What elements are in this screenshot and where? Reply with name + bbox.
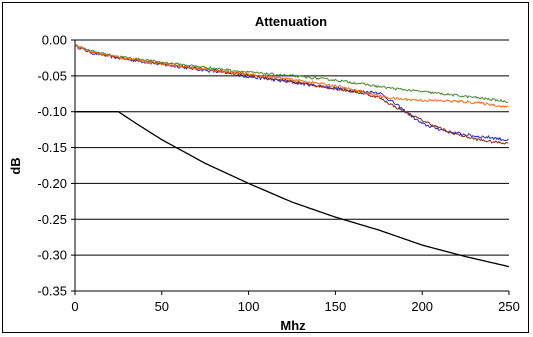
y-tick-label: -0.25: [37, 212, 67, 227]
y-tick-label: 0.00: [42, 33, 67, 48]
x-tick-label: 200: [411, 299, 433, 314]
x-axis-title: Mhz: [280, 318, 306, 333]
gridlines: [75, 39, 509, 292]
x-tick-label: 0: [71, 299, 78, 314]
tick-labels: 0.00 -0.05 -0.10 -0.15 -0.20 -0.25 -0.30 -0.35 0…: [37, 33, 519, 315]
y-tick-label: -0.10: [37, 104, 67, 119]
x-tick-label: 250: [498, 299, 520, 314]
y-tick-label: -0.30: [37, 248, 67, 263]
axes: [71, 39, 510, 295]
series-lines: [74, 44, 510, 268]
series-line-1: [75, 111, 510, 268]
y-tick-label: -0.05: [37, 68, 67, 83]
y-tick-label: -0.35: [37, 284, 67, 299]
x-tick-label: 50: [155, 299, 169, 314]
x-tick-label: 100: [238, 299, 260, 314]
chart-title: Attenuation: [255, 14, 327, 29]
series-line-5: [74, 45, 509, 108]
y-tick-label: -0.15: [37, 140, 67, 155]
series-line-4: [74, 44, 509, 103]
series-line-3: [74, 44, 509, 145]
chart-frame: [2, 2, 529, 333]
y-tick-label: -0.20: [37, 176, 67, 191]
x-tick-label: 150: [325, 299, 347, 314]
y-axis-title: dB: [8, 157, 23, 174]
